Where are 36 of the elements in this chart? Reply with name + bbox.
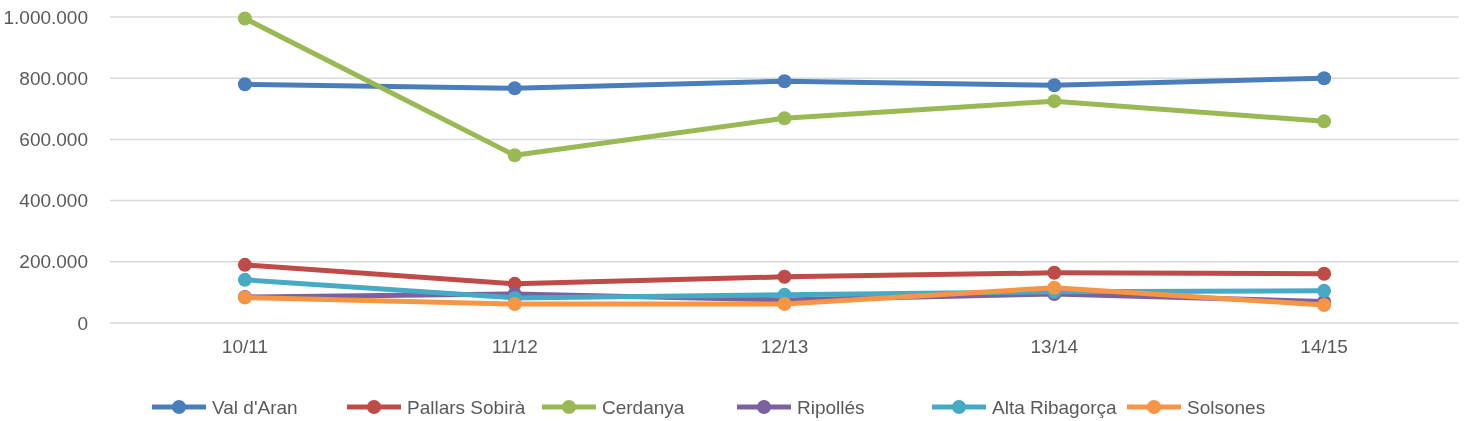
point: [1317, 71, 1332, 86]
legend-label: Val d'Aran: [212, 396, 298, 418]
legend-label: Ripollés: [797, 396, 865, 418]
point: [1317, 283, 1332, 298]
point: [507, 81, 522, 96]
y-tick-label: 600.000: [19, 129, 88, 151]
point: [777, 297, 792, 312]
y-tick-label: 400.000: [19, 190, 88, 212]
point: [777, 74, 792, 89]
legend-label: Solsones: [1187, 396, 1266, 418]
point: [1047, 280, 1062, 295]
legend-label: Alta Ribagorça: [992, 396, 1118, 418]
point: [1317, 114, 1332, 129]
x-tick-label: 13/14: [1030, 336, 1079, 357]
point: [1047, 265, 1062, 280]
point: [237, 11, 252, 26]
point: [507, 297, 522, 312]
legend-label: Cerdanya: [602, 396, 685, 418]
point: [777, 111, 792, 126]
y-tick-label: 0: [77, 312, 88, 334]
x-tick-label: 14/15: [1300, 336, 1348, 357]
point: [237, 272, 252, 287]
x-tick-label: 12/13: [760, 336, 809, 357]
y-tick-label: 800.000: [19, 67, 88, 89]
point: [237, 77, 252, 92]
point: [507, 148, 522, 163]
point: [237, 257, 252, 272]
point: [1047, 94, 1062, 109]
y-tick-label: 200.000: [19, 251, 88, 273]
point: [1047, 78, 1062, 93]
x-tick-label: 10/11: [221, 336, 268, 357]
point: [777, 269, 792, 284]
point: [1317, 266, 1332, 281]
x-tick-label: 11/12: [491, 336, 538, 357]
y-tick-label: 1.000.000: [3, 6, 88, 28]
legend-label: Pallars Sobirà: [407, 396, 526, 418]
